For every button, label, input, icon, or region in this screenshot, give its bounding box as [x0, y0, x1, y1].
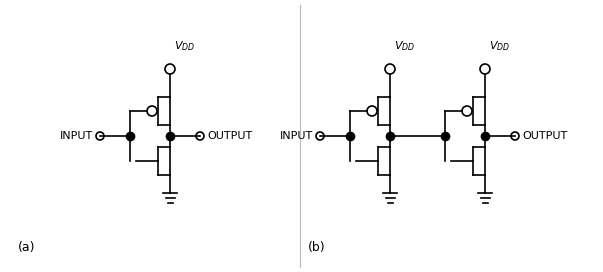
Circle shape	[147, 106, 157, 116]
Circle shape	[462, 106, 472, 116]
Text: $V_{DD}$: $V_{DD}$	[394, 39, 415, 53]
Text: $V_{DD}$: $V_{DD}$	[174, 39, 195, 53]
Text: INPUT: INPUT	[60, 131, 93, 141]
Circle shape	[385, 64, 395, 74]
Circle shape	[196, 132, 204, 140]
Circle shape	[367, 106, 377, 116]
Text: INPUT: INPUT	[280, 131, 313, 141]
Circle shape	[480, 64, 490, 74]
Text: OUTPUT: OUTPUT	[522, 131, 567, 141]
Text: $V_{DD}$: $V_{DD}$	[489, 39, 510, 53]
Text: (a): (a)	[18, 241, 36, 254]
Text: OUTPUT: OUTPUT	[207, 131, 252, 141]
Circle shape	[96, 132, 104, 140]
Circle shape	[165, 64, 175, 74]
Circle shape	[316, 132, 324, 140]
Text: (b): (b)	[308, 241, 326, 254]
Circle shape	[511, 132, 519, 140]
